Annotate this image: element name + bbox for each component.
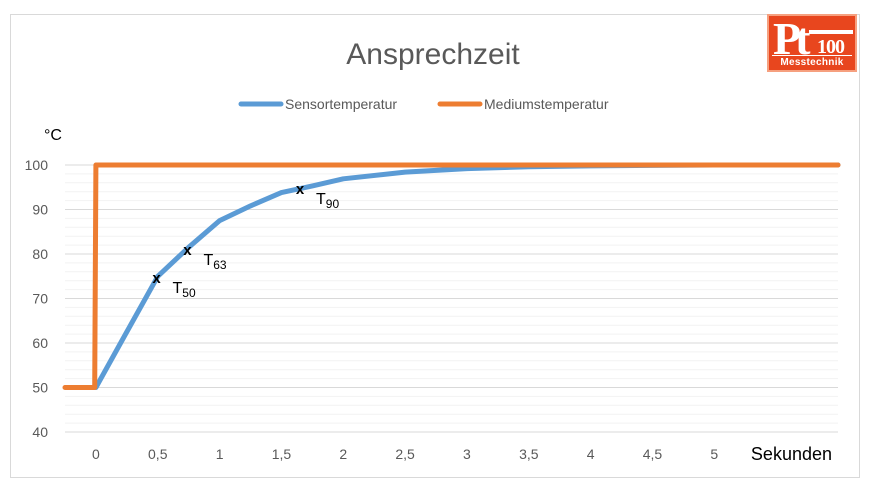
x-tick-label: 3,5 [519,446,539,462]
x-tick-label: 4,5 [643,446,663,462]
chart-frame [10,14,860,478]
x-tick-label: 1 [216,446,224,462]
x-tick-label: 3 [463,446,471,462]
marker-label-main: T [316,191,326,208]
x-tick-label: 0,5 [148,446,168,462]
logo-number: 100 [817,36,845,58]
x-tick-label: 2 [339,446,347,462]
legend-label: Sensortemperatur [285,96,397,112]
series-line-mediumstemperatur [62,162,841,390]
x-tick-label: 1,5 [272,446,292,462]
chart-title: Ansprechzeit [346,38,520,71]
marker-label-sub: 50 [182,286,196,300]
marker-label: T63 [203,252,226,272]
x-tick-label: 2,5 [395,446,415,462]
y-tick-label: 90 [32,202,48,218]
marker-x: x [152,270,161,287]
x-axis-label: Sekunden [751,444,832,464]
y-tick-label: 40 [32,424,48,440]
logo-bar [809,30,853,34]
x-tick-label: 4 [587,446,595,462]
marker-label-sub: 90 [326,197,340,211]
series-line-sensortemperatur [93,162,841,390]
marker-label-sub: 63 [213,258,227,272]
y-tick-label: 70 [32,291,48,307]
y-tick-label: 50 [32,380,48,396]
x-tick-label: 0 [92,446,100,462]
pt100-logo: Pt 100 Messtechnik [767,13,857,72]
y-tick-label: 100 [25,157,49,173]
x-tick-label: 5 [710,446,718,462]
legend-label: Mediumstemperatur [484,96,609,112]
marker-label-main: T [173,280,183,297]
y-tick-label: 60 [32,335,48,351]
marker-label: T90 [316,191,339,211]
y-tick-label: 80 [32,246,48,262]
marker-x: x [183,242,192,259]
marker-label-main: T [203,252,213,269]
marker-x: x [296,181,305,198]
y-axis-label: °C [44,127,62,144]
logo-word: Messtechnik [772,55,852,68]
marker-label: T50 [173,280,196,300]
